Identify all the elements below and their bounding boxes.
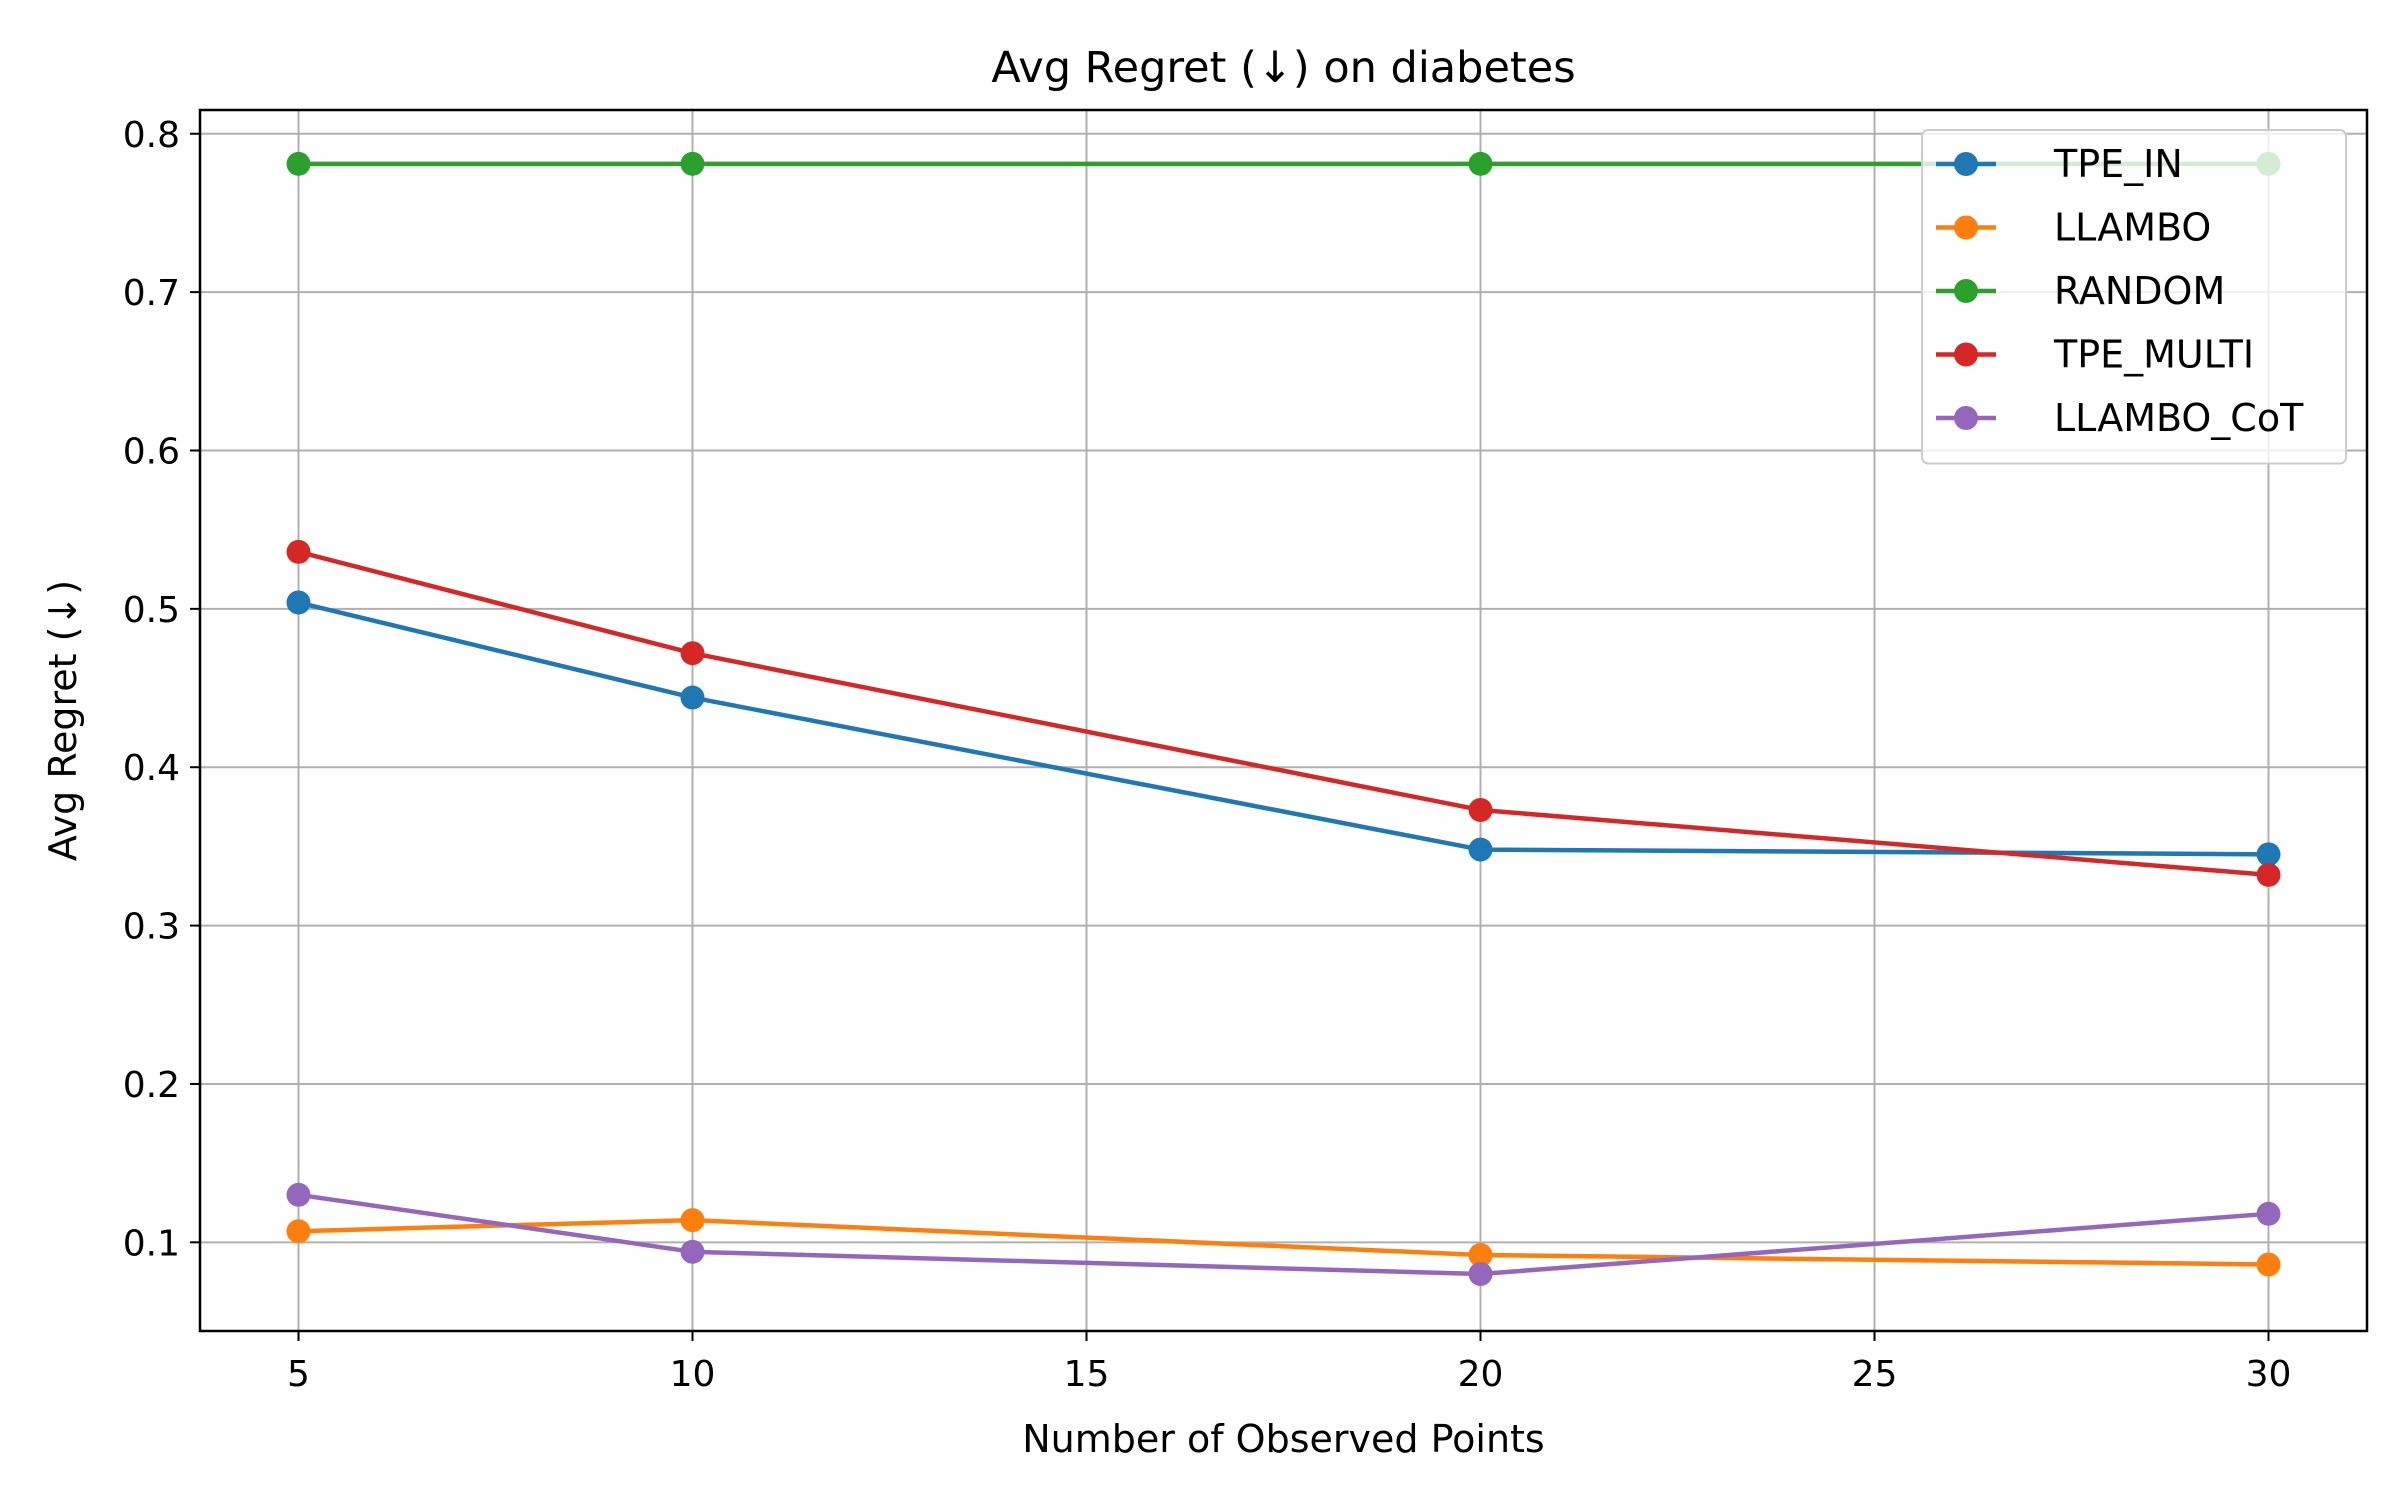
data-point: [286, 590, 311, 615]
data-point: [680, 1208, 705, 1233]
data-point: [286, 1182, 311, 1207]
legend: TPE_IN LLAMBO RANDOM TPE_MULTI LLAMBO_CoT: [1921, 129, 2347, 465]
legend-swatch-marker: [1954, 406, 1978, 430]
legend-swatch-marker: [1954, 279, 1978, 303]
data-point: [680, 685, 705, 710]
y-axis-label: Avg Regret (↓): [41, 580, 85, 861]
data-point: [286, 539, 311, 564]
x-tick-label: 25: [1852, 1354, 1898, 1395]
series-line: [297, 549, 2269, 878]
x-tick-label: 20: [1458, 1354, 1504, 1395]
y-tick-label: 0.3: [123, 907, 180, 948]
data-point: [2256, 1201, 2281, 1226]
legend-label: TPE_MULTI: [2053, 333, 2254, 377]
legend-swatch-marker: [1954, 342, 1978, 367]
data-point: [286, 151, 311, 176]
y-tick-label: 0.1: [123, 1223, 180, 1264]
x-axis-label: Number of Observed Points: [1022, 1417, 1544, 1461]
x-tick-label: 15: [1064, 1354, 1110, 1395]
data-point: [1468, 1242, 1493, 1267]
y-tick-label: 0.5: [123, 590, 180, 631]
data-point: [1468, 151, 1493, 176]
x-tick-label: 5: [287, 1354, 310, 1395]
plot-frame: [198, 108, 2369, 1333]
legend-label: LLAMBO_CoT: [2054, 396, 2304, 440]
legend-item: TPE_IN: [1936, 142, 2183, 186]
y-tick-label: 0.6: [123, 431, 180, 472]
data-point: [680, 151, 705, 176]
legend-label: LLAMBO: [2054, 206, 2211, 250]
x-tick-label: 30: [2246, 1354, 2292, 1395]
series-line: [298, 1217, 2269, 1267]
legend-item: TPE_MULTI: [1936, 333, 2254, 377]
series-line: [298, 1192, 2269, 1277]
data-point: [2256, 1252, 2281, 1277]
chart-title: Avg Regret (↓) on diabetes: [991, 43, 1575, 93]
y-tick-label: 0.8: [123, 115, 180, 156]
legend-item: LLAMBO: [1936, 206, 2211, 250]
series-llambo: [286, 1208, 2281, 1277]
y-tick-label: 0.4: [123, 748, 180, 789]
series-line: [297, 600, 2269, 857]
legend-label: TPE_IN: [2053, 142, 2183, 186]
y-tick-label: 0.2: [123, 1065, 180, 1106]
series-llambo-cot: [286, 1182, 2281, 1286]
data-point: [1468, 1261, 1493, 1286]
legend-swatch-marker: [1954, 215, 1978, 240]
data-point: [680, 1239, 705, 1264]
series-tpe-in: [286, 590, 2281, 867]
data-point: [680, 641, 705, 666]
axis-ticks: 5 10 15 20 25 30 0.1 0.2 0.3 0.4 0.5 0.6 0.7 0.8: [123, 115, 2292, 1395]
data-point: [1468, 797, 1493, 822]
legend-item: LLAMBO_CoT: [1936, 396, 2304, 440]
legend-swatch-marker: [1954, 152, 1978, 176]
data-point: [2256, 862, 2281, 887]
legend-label: RANDOM: [2054, 269, 2225, 313]
data-point: [2256, 842, 2281, 867]
data-point: [286, 1219, 311, 1244]
series-tpe-multi: [286, 539, 2281, 887]
grid: [200, 110, 2367, 1331]
data-point: [1468, 837, 1493, 862]
x-tick-label: 10: [670, 1354, 716, 1395]
legend-item: RANDOM: [1936, 269, 2225, 313]
y-tick-label: 0.7: [123, 273, 180, 314]
legend-box: [1921, 129, 2347, 465]
